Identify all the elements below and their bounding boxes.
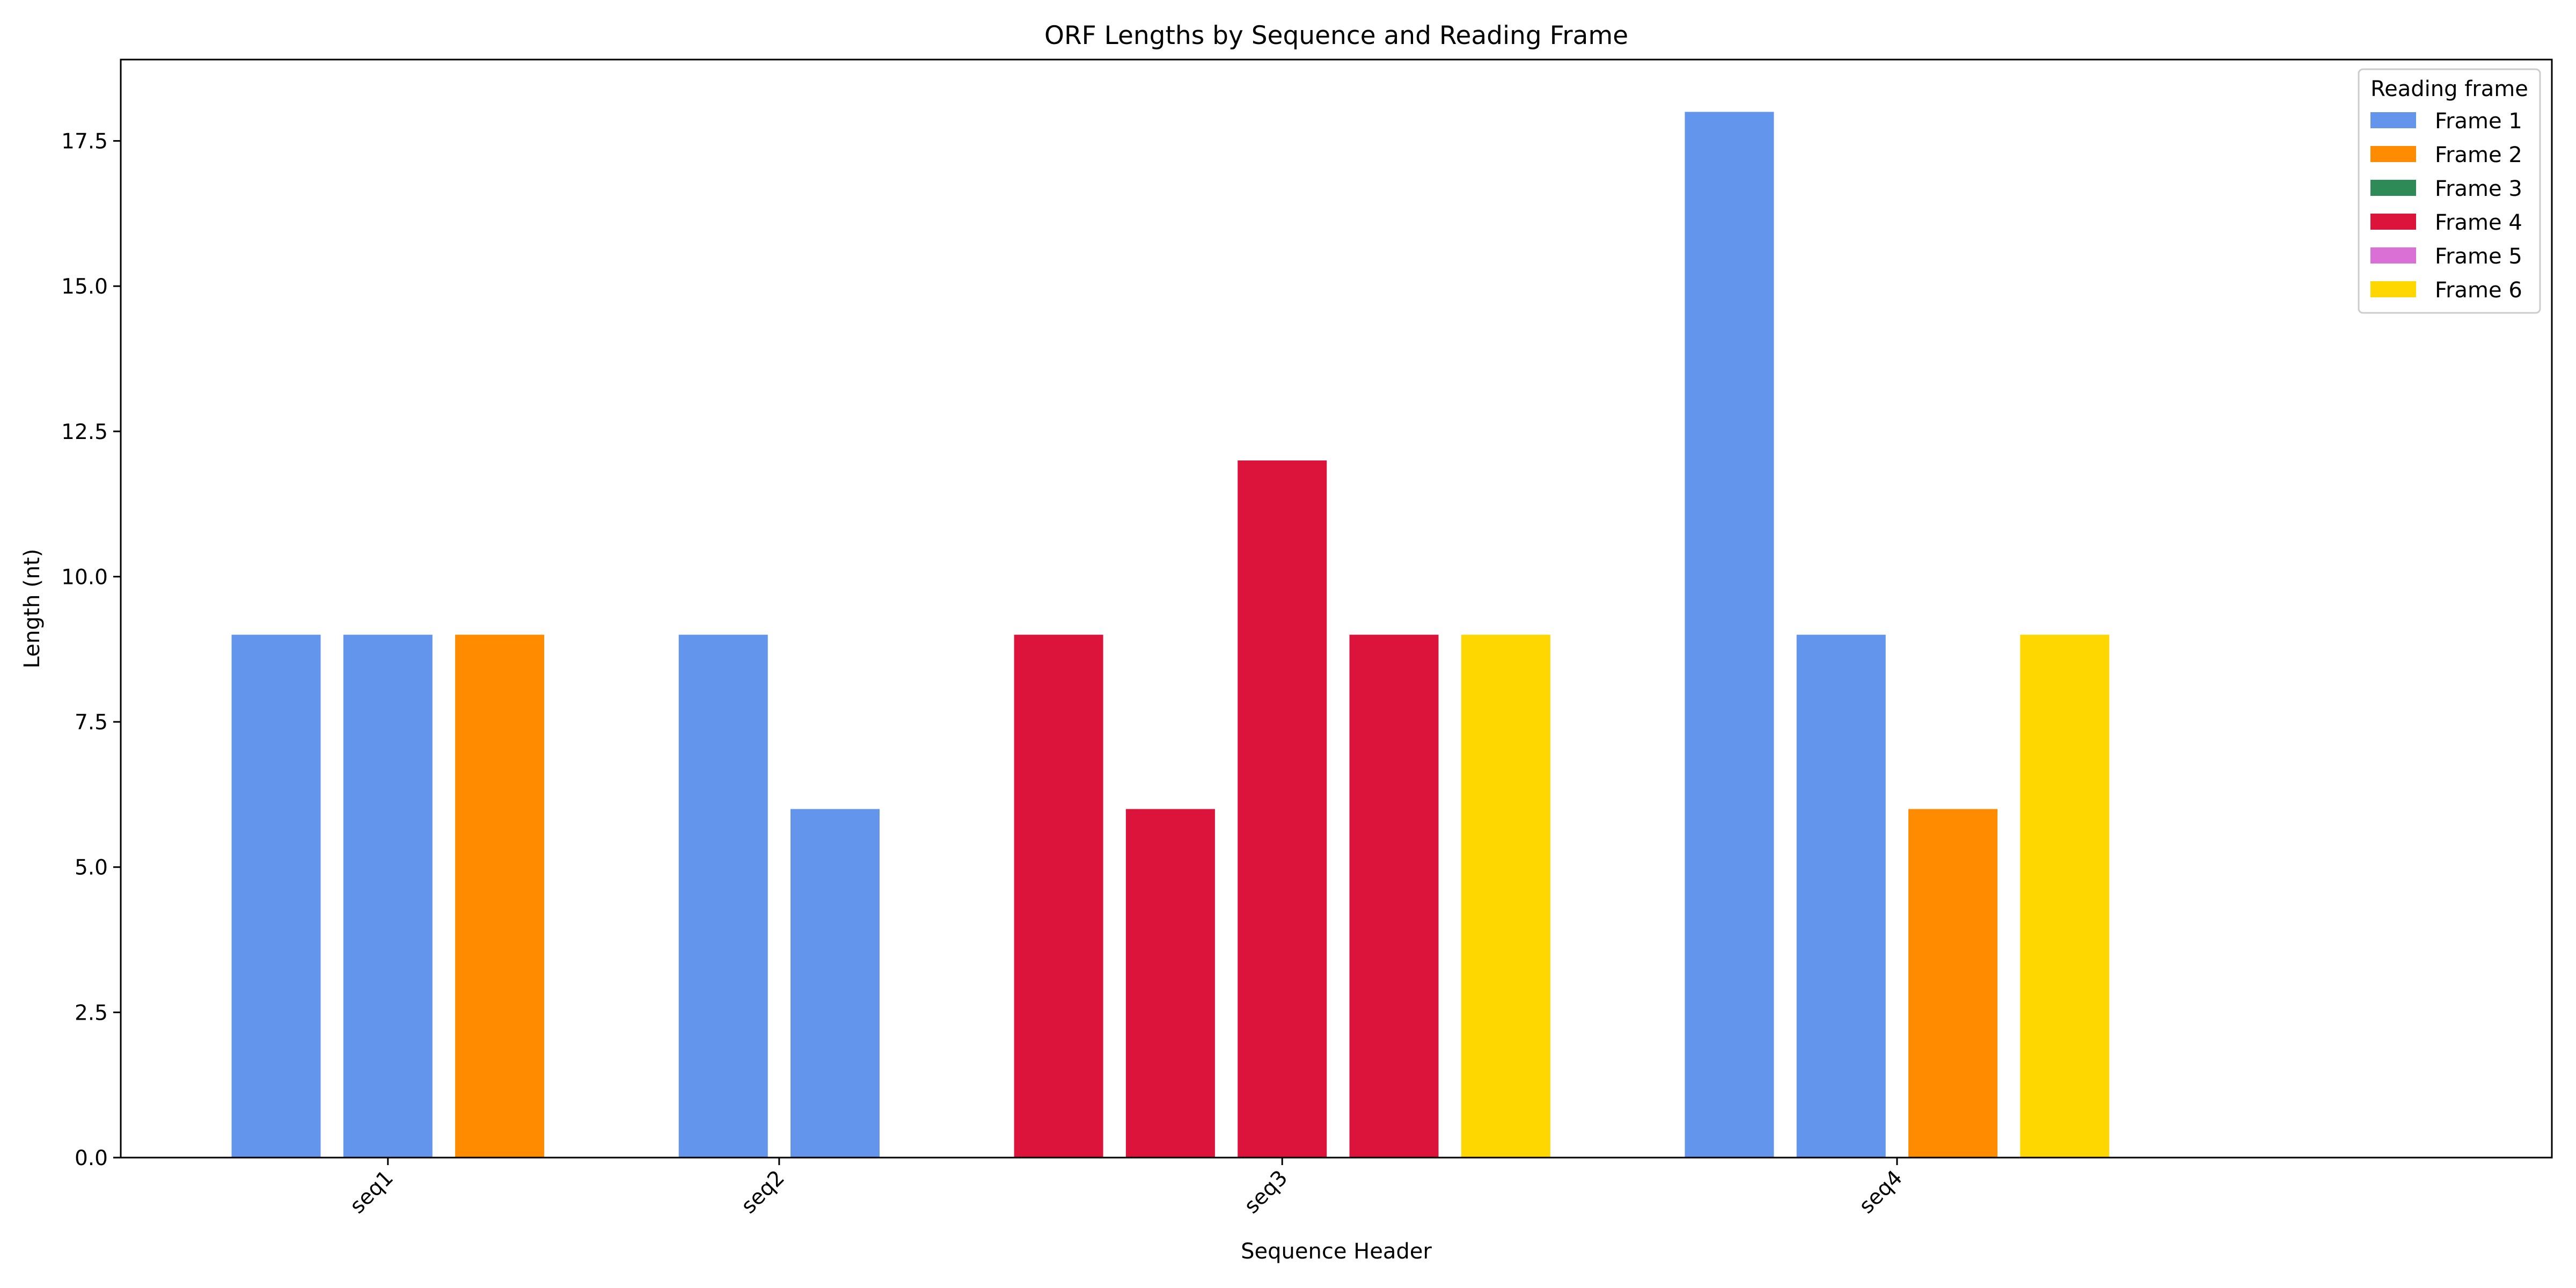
legend-label-frame-5: Frame 5 — [2435, 244, 2522, 269]
legend-label-frame-2: Frame 2 — [2435, 143, 2522, 167]
legend-label-frame-3: Frame 3 — [2435, 177, 2522, 201]
bar-seq3-1 — [1014, 634, 1103, 1158]
bar-layer — [231, 112, 2110, 1158]
bar-seq4-1 — [1685, 112, 1774, 1158]
legend-swatch-frame-5 — [2370, 247, 2416, 264]
legend-swatch-frame-1 — [2370, 112, 2416, 128]
bar-seq3-2 — [1125, 809, 1215, 1158]
legend-swatch-frame-2 — [2370, 146, 2416, 162]
y-tick-label: 12.5 — [61, 420, 108, 444]
plot-frame — [120, 58, 2553, 1159]
legend-label-frame-1: Frame 1 — [2435, 109, 2522, 134]
bar-seq3-4 — [1349, 634, 1439, 1158]
y-tick-label: 10.0 — [61, 565, 108, 589]
bar-seq2-1 — [678, 634, 768, 1158]
bar-seq2-2 — [791, 809, 880, 1158]
bar-seq4-2 — [1796, 634, 1886, 1158]
y-tick-label: 0.0 — [75, 1146, 108, 1170]
y-axis-label: Length (nt) — [20, 549, 45, 669]
bar-seq4-4 — [2020, 634, 2110, 1158]
y-tick-label: 2.5 — [75, 1001, 108, 1025]
y-tick-label: 17.5 — [61, 130, 108, 154]
legend-swatch-frame-3 — [2370, 180, 2416, 196]
legend-label-frame-6: Frame 6 — [2435, 278, 2522, 303]
x-axis-label: Sequence Header — [1241, 1239, 1432, 1264]
y-tick-label: 15.0 — [61, 275, 108, 299]
legend-title: Reading frame — [2370, 77, 2528, 101]
bar-seq3-3 — [1238, 460, 1327, 1158]
bar-seq4-3 — [1908, 809, 1997, 1158]
y-tick-label: 5.0 — [75, 856, 108, 880]
bar-seq3-5 — [1461, 634, 1550, 1158]
bar-seq1-1 — [231, 634, 321, 1158]
legend-swatch-frame-6 — [2370, 281, 2416, 297]
y-tick-label: 7.5 — [75, 711, 108, 735]
legend-swatch-frame-4 — [2370, 214, 2416, 230]
bar-seq1-3 — [455, 634, 545, 1158]
bar-seq1-2 — [343, 634, 433, 1158]
chart-title: ORF Lengths by Sequence and Reading Fram… — [1044, 21, 1628, 50]
y-axis: 0.0 2.5 5.0 7.5 10.0 12.5 15.0 17.5 — [61, 130, 121, 1170]
legend: Reading frame Frame 1 Frame 2 Frame 3 Frame … — [2358, 68, 2541, 314]
legend-label-frame-4: Frame 4 — [2435, 210, 2522, 235]
